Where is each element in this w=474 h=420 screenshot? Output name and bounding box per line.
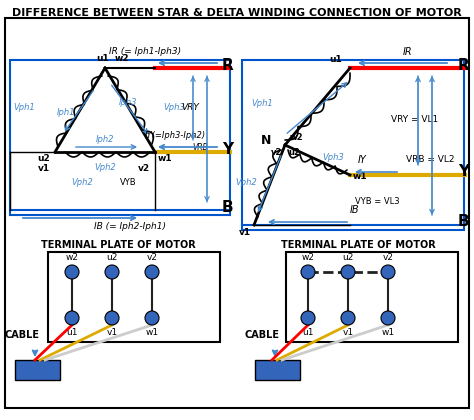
Circle shape [145, 311, 159, 325]
Text: VRB: VRB [192, 144, 208, 152]
Text: IB (= Iph2-Iph1): IB (= Iph2-Iph1) [94, 222, 166, 231]
Circle shape [301, 265, 315, 279]
Text: Iph1: Iph1 [57, 108, 75, 117]
Text: Vph2: Vph2 [71, 178, 93, 187]
Text: u1: u1 [66, 328, 78, 337]
Text: u1: u1 [97, 54, 109, 63]
Text: u1: u1 [329, 55, 342, 64]
Text: w1: w1 [146, 328, 159, 337]
Text: w1: w1 [382, 328, 394, 337]
Circle shape [301, 311, 315, 325]
Bar [286, 252, 458, 342]
Text: VRY: VRY [181, 103, 199, 113]
Bar [10, 60, 230, 215]
Text: v2: v2 [146, 253, 157, 262]
Bar [255, 360, 300, 380]
Text: v1: v1 [239, 228, 251, 237]
Text: w2: w2 [290, 133, 304, 142]
Text: u2: u2 [106, 253, 118, 262]
Text: IY(=Iph3-Iph2): IY(=Iph3-Iph2) [145, 131, 206, 140]
Text: Vph2: Vph2 [94, 163, 116, 172]
Text: Iph2: Iph2 [96, 135, 114, 144]
Text: Iph3: Iph3 [118, 98, 137, 107]
Text: Vph1: Vph1 [251, 99, 273, 108]
Text: v1: v1 [38, 164, 50, 173]
Text: u2: u2 [288, 148, 300, 157]
Text: Y: Y [458, 165, 469, 179]
Text: Vph3: Vph3 [163, 103, 185, 112]
Text: v2: v2 [138, 164, 150, 173]
Text: w2: w2 [65, 253, 79, 262]
Text: CABLE: CABLE [4, 330, 39, 340]
Text: VRY = VL1: VRY = VL1 [392, 116, 438, 124]
Text: Vph2: Vph2 [235, 178, 257, 187]
Circle shape [105, 265, 119, 279]
Text: w2: w2 [301, 253, 315, 262]
Text: IB: IB [350, 205, 360, 215]
Text: Vph1: Vph1 [13, 103, 35, 112]
Text: v1: v1 [342, 328, 354, 337]
Circle shape [65, 265, 79, 279]
Text: u2: u2 [342, 253, 354, 262]
Circle shape [145, 265, 159, 279]
Text: w1: w1 [353, 172, 368, 181]
Text: TERMINAL PLATE OF MOTOR: TERMINAL PLATE OF MOTOR [281, 240, 436, 250]
Text: u1: u1 [302, 328, 314, 337]
Circle shape [341, 311, 355, 325]
Text: VYB: VYB [120, 178, 137, 187]
Text: VRB = VL2: VRB = VL2 [406, 155, 454, 165]
Text: v2: v2 [383, 253, 393, 262]
Text: CABLE: CABLE [245, 330, 280, 340]
Text: IY: IY [358, 155, 367, 165]
Text: v1: v1 [107, 328, 118, 337]
Text: N: N [261, 134, 271, 147]
Bar [15, 360, 60, 380]
Text: TERMINAL PLATE OF MOTOR: TERMINAL PLATE OF MOTOR [41, 240, 195, 250]
Text: R: R [222, 58, 234, 73]
Text: w1: w1 [158, 154, 173, 163]
Text: IR: IR [403, 47, 413, 57]
Bar [242, 60, 464, 230]
Text: w2: w2 [115, 54, 129, 63]
Text: Vph3: Vph3 [322, 153, 344, 162]
Text: Y: Y [222, 142, 233, 157]
Circle shape [381, 311, 395, 325]
Text: B: B [458, 215, 470, 229]
Text: v2: v2 [271, 148, 282, 157]
Circle shape [341, 265, 355, 279]
Circle shape [65, 311, 79, 325]
Circle shape [105, 311, 119, 325]
Text: B: B [222, 200, 234, 215]
Text: DIFFERENCE BETWEEN STAR & DELTA WINDING CONNECTION OF MOTOR: DIFFERENCE BETWEEN STAR & DELTA WINDING … [12, 8, 462, 18]
Text: VYB = VL3: VYB = VL3 [355, 197, 400, 207]
Circle shape [381, 265, 395, 279]
Text: R: R [458, 58, 470, 73]
Text: IR (= Iph1-Iph3): IR (= Iph1-Iph3) [109, 47, 181, 57]
Text: u2: u2 [37, 154, 50, 163]
Bar [48, 252, 220, 342]
